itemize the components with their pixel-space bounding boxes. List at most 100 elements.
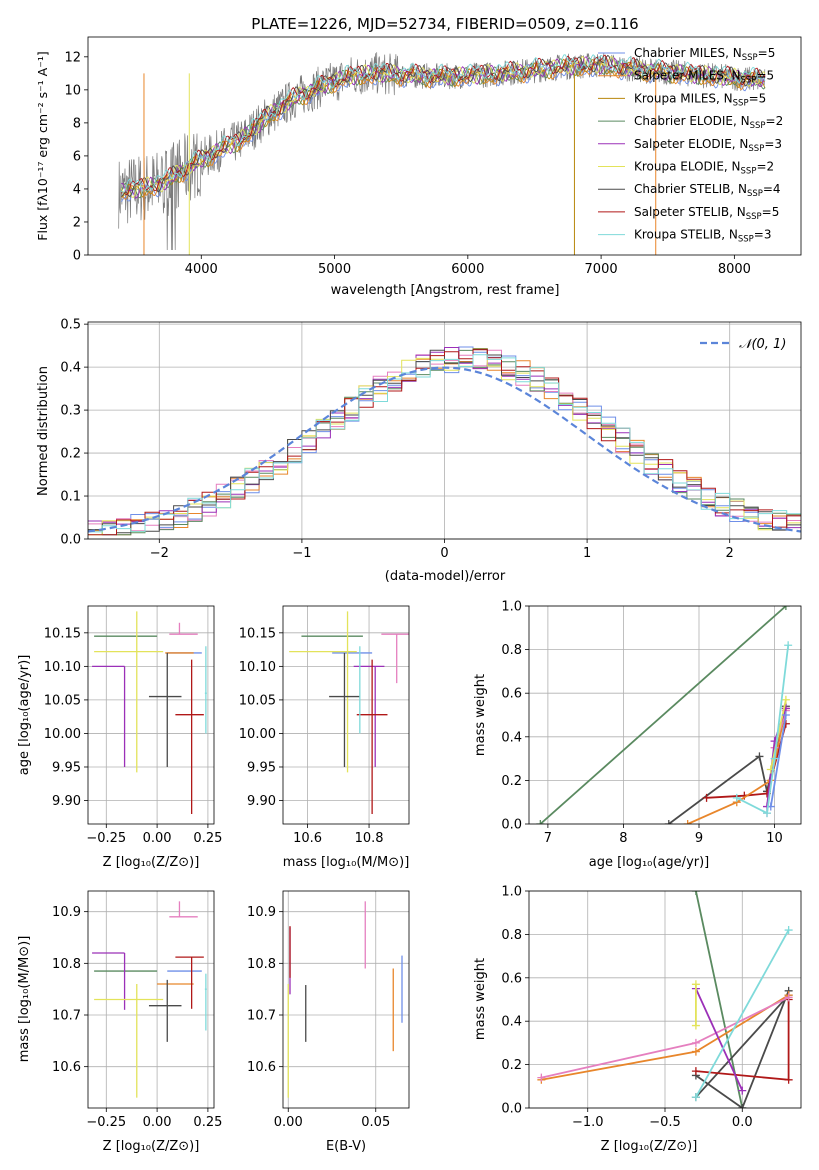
y-tick-label: 10.10 [239, 660, 276, 675]
plot-frame [87, 36, 802, 256]
legend: Chabrier MILES, NSSP=5 Salpeter MILES, NS… [598, 46, 783, 245]
y-axis-label: mass weight [473, 958, 488, 1040]
mass-weight-line [695, 929, 790, 1098]
plot-frame [87, 321, 802, 540]
y-tick-label: 0.8 [501, 643, 522, 658]
x-tick-label: 0 [440, 546, 448, 561]
mass-weight-line [687, 708, 787, 824]
x-axis-label: (data-model)/error [385, 569, 506, 584]
x-tick-label: 8000 [718, 262, 751, 277]
y-tick-label: 10.15 [44, 626, 81, 641]
x-tick-label: 0.0 [732, 1115, 753, 1130]
y-axis-label: mass weight [473, 674, 488, 756]
legend-subscript: SSP [733, 98, 749, 108]
y-tick-label: 10.8 [52, 957, 81, 972]
legend-subscript: SSP [748, 144, 764, 154]
y-tick-label: 0.2 [60, 447, 81, 462]
y-tick-label: 12 [64, 50, 81, 65]
x-tick-label: 6000 [451, 262, 484, 277]
plot-area [289, 611, 409, 814]
plot-area [92, 901, 207, 1098]
y-axis-label: mass [log₁₀(M/M⊙)] [17, 936, 32, 1063]
x-tick-label: 4000 [185, 262, 218, 277]
y-tick-label: 0.0 [501, 1102, 522, 1117]
plus-marker [738, 1086, 747, 1095]
y-axis-label: Normed distribution [36, 366, 51, 496]
y-tick-label: 0.2 [501, 1058, 522, 1073]
y-tick-label: 0.1 [60, 490, 81, 505]
x-axis-label: mass [log₁₀(M/M⊙)] [283, 855, 410, 870]
error-bar-point [92, 665, 126, 767]
legend-subscript: SSP [741, 76, 757, 86]
x-tick-label: −1 [292, 546, 311, 561]
legend-suffix: =4 [763, 182, 781, 196]
x-tick-label: 7000 [585, 262, 618, 277]
grid-lines [529, 605, 801, 825]
y-tick-label: 0.4 [501, 730, 522, 745]
plus-marker [537, 1073, 546, 1082]
y-tick-label: 2 [73, 215, 81, 230]
x-axis-label: Z [log₁₀(Z/Z⊙)] [103, 855, 200, 870]
y-tick-label: 10.9 [52, 905, 81, 920]
y-axis-label: age [log₁₀(age/yr)] [17, 655, 32, 776]
legend-subscript: SSP [750, 121, 766, 131]
plot-frame [528, 605, 802, 825]
y-tick-label: 0.4 [60, 361, 81, 376]
histogram-line [88, 354, 801, 533]
x-tick-label: −0.25 [86, 831, 126, 846]
x-tick-label: 0.25 [193, 1115, 222, 1130]
legend-subscript: SSP [747, 189, 763, 199]
y-tick-label: 6 [73, 149, 81, 164]
plus-marker [781, 695, 790, 704]
y-tick-label: 10.6 [247, 1060, 276, 1075]
y-tick-label: 1.0 [501, 600, 522, 615]
y-tick-label: 10.00 [44, 727, 81, 742]
error-bar-point [329, 652, 360, 767]
mass-weight-line [695, 988, 744, 1091]
age-vs-metallicity-panel: Z [log₁₀(Z/Z⊙)] age [log₁₀(age/yr)] −0.2… [17, 605, 222, 870]
legend-entry: 𝒩(0, 1) [739, 337, 786, 352]
mass-weight-line [695, 994, 790, 1098]
plus-marker [683, 820, 692, 824]
plus-marker [784, 926, 793, 935]
legend-entry: Salpeter ELODIE, NSSP=3 [634, 137, 782, 154]
y-tick-label: 0.0 [501, 818, 522, 833]
legend-entry: Chabrier ELODIE, NSSP=2 [634, 114, 783, 131]
y-tick-label: 0.6 [501, 971, 522, 986]
y-tick-label: 10 [64, 83, 81, 98]
mass-weight-line [539, 606, 787, 824]
x-tick-label: −0.25 [86, 1115, 126, 1130]
y-tick-label: 0.2 [501, 774, 522, 789]
y-tick-label: 10.05 [239, 693, 276, 708]
plot-frame [87, 890, 215, 1109]
plus-marker [536, 820, 545, 824]
y-tick-label: 9.90 [52, 794, 81, 809]
x-tick-label: 9 [695, 831, 703, 846]
mass-weight-line [769, 714, 787, 807]
grid-lines [283, 891, 409, 1108]
plot-area [536, 606, 793, 824]
plot-frame [282, 605, 410, 825]
plus-marker [664, 820, 673, 824]
y-tick-label: 10.15 [239, 626, 276, 641]
chart-title: PLATE=1226, MJD=52734, FIBERID=0509, z=0… [251, 15, 638, 33]
x-axis-label: age [log₁₀(age/yr)] [589, 855, 710, 870]
histogram-line [88, 348, 801, 534]
x-axis-label: E(B-V) [326, 1139, 366, 1154]
mass-weight-vs-metallicity-panel: Z [log₁₀(Z/Z⊙)] mass weight −1.0 −0.5 0.0 0… [473, 885, 802, 1154]
error-bar-point [175, 659, 204, 814]
x-tick-label: 0.00 [143, 1115, 172, 1130]
x-tick-label: 0.00 [274, 1115, 303, 1130]
y-tick-label: 9.90 [247, 794, 276, 809]
y-tick-label: 0.5 [60, 318, 81, 333]
plus-marker [702, 793, 711, 802]
model-spectrum-line [121, 54, 766, 197]
legend-subscript: SSP [741, 167, 757, 177]
grid-lines [283, 606, 409, 824]
mass-weight-vs-age-panel: age [log₁₀(age/yr)] mass weight 7 8 9 10 0.0… [473, 600, 802, 870]
legend-subscript: SSP [746, 212, 762, 222]
plus-marker [691, 980, 700, 989]
y-tick-label: 10.7 [247, 1009, 276, 1024]
y-tick-label: 8 [73, 116, 81, 131]
